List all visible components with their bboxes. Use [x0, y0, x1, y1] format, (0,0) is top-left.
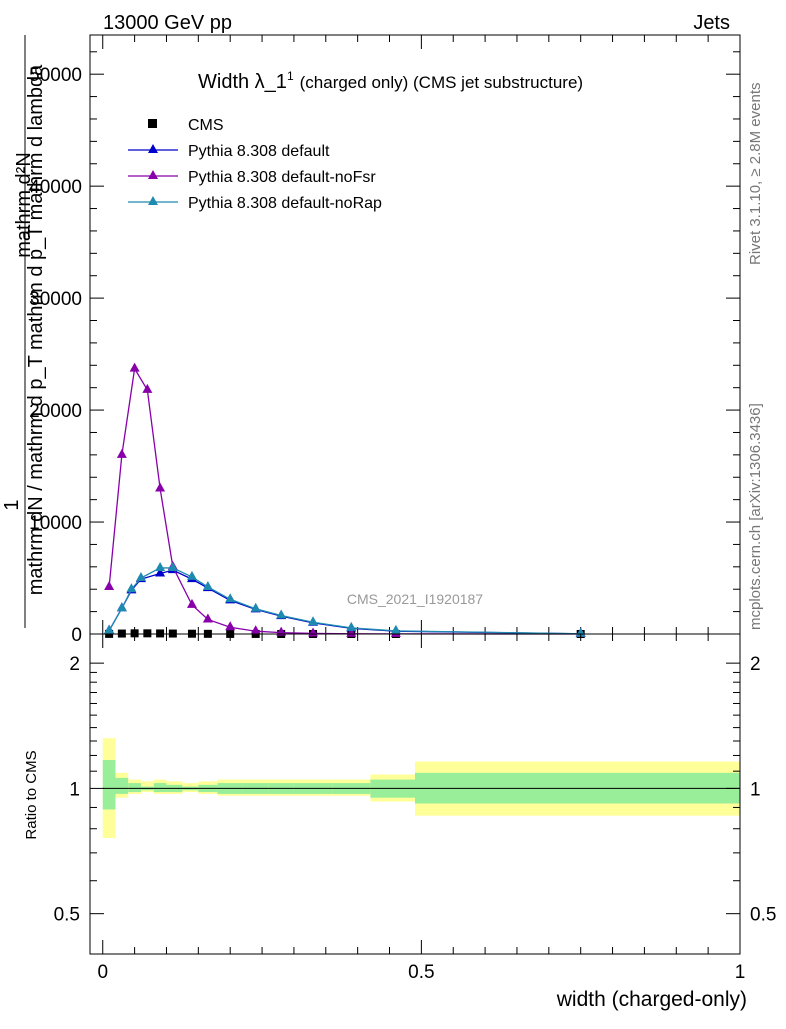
- series-line-pythia-8-308-default-norap: [108, 567, 581, 635]
- data-point-pythia-8-308-default-norap: [390, 624, 401, 634]
- y-label-numerator-1: 1: [1, 499, 23, 510]
- data-point-pythia-8-308-default-norap: [104, 624, 115, 634]
- legend-label-nofsr: Pythia 8.308 default-noFsr: [188, 169, 376, 186]
- ratio-y-tick-label-right: 0.5: [750, 905, 776, 926]
- main-y-tick-label: 30000: [29, 289, 82, 310]
- data-point-cms: [156, 629, 165, 638]
- data-point-pythia-8-308-default-norap: [155, 561, 166, 571]
- ratio-panel-frame: [89, 633, 741, 955]
- data-point-pythia-8-308-default-nofsr: [129, 362, 140, 372]
- stat-uncertainty-band: [128, 783, 141, 793]
- legend-label-default: Pythia 8.308 default: [188, 143, 330, 160]
- data-point-pythia-8-308-default-norap: [202, 580, 213, 590]
- data-point-pythia-8-308-default-norap: [186, 570, 197, 580]
- legend-marker-default: [148, 144, 158, 153]
- ratio-y-tick-label: 0.5: [54, 905, 80, 926]
- chart-title: Width λ_11 (charged only) (CMS jet substr…: [198, 69, 583, 93]
- x-tick-label: 0.5: [408, 962, 434, 983]
- data-point-pythia-8-308-default-norap: [167, 561, 178, 571]
- series-line-pythia-8-308-default-nofsr: [108, 366, 581, 635]
- stat-uncertainty-band: [153, 783, 167, 793]
- x-tick-label: 1: [735, 962, 746, 983]
- y-label-numerator-2: mathrm d²N: [13, 152, 35, 258]
- stat-uncertainty-band: [102, 760, 116, 810]
- legend-marker-norap: [148, 196, 158, 205]
- ratio-y-ticks: 0.5 0.5 1 1 2 2: [54, 654, 777, 926]
- data-point-pythia-8-308-default-nofsr: [142, 383, 153, 393]
- data-point-pythia-8-308-default-norap: [225, 593, 236, 603]
- data-point-cms: [130, 629, 139, 638]
- data-point-pythia-8-308-default-nofsr: [202, 613, 213, 623]
- data-point-pythia-8-308-default-norap: [346, 621, 357, 631]
- legend-label-norap: Pythia 8.308 default-noRap: [188, 195, 382, 212]
- ratio-x-ticks: 0 0.5 1: [97, 634, 745, 983]
- data-point-pythia-8-308-default-nofsr: [346, 627, 357, 637]
- mcplots-label: mcplots.cern.ch [arXiv:1306.3436]: [747, 403, 764, 630]
- main-x-ticks: [102, 35, 741, 634]
- data-point-pythia-8-308-default-nofsr: [155, 482, 166, 492]
- data-point-pythia-8-308-default-norap: [135, 572, 146, 582]
- main-y-tick-label: 50000: [29, 65, 82, 86]
- chart-title-main: Width λ_1: [198, 71, 287, 93]
- data-point-pythia-8-308-default-norap: [116, 602, 127, 612]
- chart-title-suffix: (charged only) (CMS jet substructure): [300, 73, 583, 92]
- main-y-tick-label: 20000: [29, 401, 82, 422]
- legend-label-cms: CMS: [188, 117, 224, 134]
- legend-marker-cms: [148, 119, 157, 128]
- data-point-pythia-8-308-default-norap: [250, 602, 261, 612]
- ratio-y-tick-label-right: 2: [750, 654, 761, 675]
- data-point-pythia-8-308-default-nofsr: [250, 625, 261, 635]
- data-point-pythia-8-308-default-norap: [575, 627, 586, 637]
- main-y-tick-label: 40000: [29, 177, 82, 198]
- x-axis-label: width (charged-only): [556, 988, 747, 1011]
- legend-marker-nofsr: [148, 170, 158, 179]
- data-point-pythia-8-308-default-nofsr: [104, 580, 115, 590]
- data-point-cms: [143, 629, 152, 638]
- data-point-pythia-8-308-default-norap: [126, 583, 137, 593]
- stat-uncertainty-band: [115, 777, 129, 794]
- data-point-pythia-8-308-default-nofsr: [116, 448, 127, 458]
- data-point-pythia-8-308-default-nofsr: [276, 626, 287, 636]
- y-label-denominator: mathrm dN / mathrm d p_T mathrm d p_T ma…: [25, 64, 47, 595]
- main-series-group: [104, 362, 586, 638]
- data-point-pythia-8-308-default-nofsr: [186, 598, 197, 608]
- chart-title-sup: 1: [287, 69, 294, 83]
- analysis-watermark: CMS_2021_I1920187: [347, 591, 483, 607]
- data-point-pythia-8-308-default-nofsr: [225, 621, 236, 631]
- legend: CMS Pythia 8.308 default Pythia 8.308 de…: [128, 117, 382, 212]
- header-energy-label: 13000 GeV pp: [103, 12, 232, 34]
- ratio-y-tick-label-right: 1: [750, 779, 761, 800]
- main-y-tick-label: 0: [71, 625, 82, 646]
- data-point-pythia-8-308-default-norap: [276, 609, 287, 619]
- x-tick-label: 0: [97, 962, 108, 983]
- data-point-pythia-8-308-default-norap: [308, 616, 319, 626]
- data-point-pythia-8-308-default: [155, 567, 166, 577]
- main-y-ticks: 0 10000 20000 30000 40000 50000: [29, 51, 740, 646]
- main-y-tick-label: 10000: [29, 513, 82, 534]
- ratio-y-axis-label: Ratio to CMS: [23, 750, 40, 839]
- main-y-axis-label: 1 mathrm d²N mathrm dN / mathrm d p_T ma…: [1, 35, 47, 628]
- rivet-version-label: Rivet 3.1.10, ≥ 2.8M events: [747, 83, 764, 266]
- ratio-y-tick-label: 2: [69, 654, 80, 675]
- header-jets-label: Jets: [693, 12, 730, 34]
- ratio-y-tick-label: 1: [69, 779, 80, 800]
